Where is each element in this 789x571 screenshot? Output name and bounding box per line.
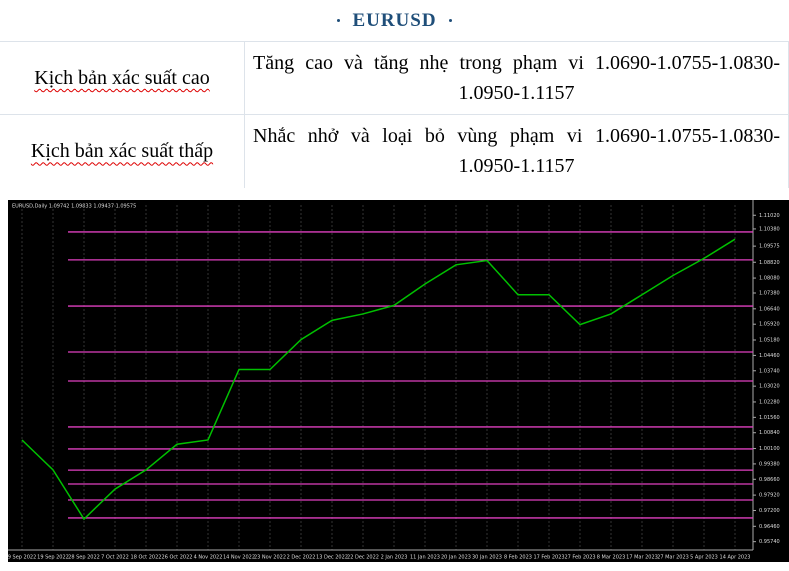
x-tick-label: 8 Feb 2023 (504, 555, 532, 561)
y-tick-label: 1.02280 (759, 399, 780, 405)
y-tick-label: 1.10380 (759, 226, 780, 232)
y-tick-label: 1.03740 (759, 368, 780, 374)
x-tick-label: 9 Sep 2022 (8, 555, 36, 561)
y-tick-label: 0.97920 (759, 493, 780, 499)
y-tick-label: 1.05180 (759, 338, 780, 344)
y-tick-label: 0.98660 (759, 477, 780, 483)
x-tick-label: 5 Apr 2023 (690, 555, 718, 561)
x-tick-label: 8 Mar 2023 (597, 555, 626, 561)
x-tick-label: 26 Oct 2022 (162, 555, 193, 561)
y-tick-label: 1.04460 (759, 353, 780, 359)
cell: Kịch bản xác suất thấp (0, 114, 245, 188)
x-tick-label: 18 Oct 2022 (131, 555, 162, 561)
y-tick-label: 1.03020 (759, 384, 780, 390)
row: Kịch bản xác suất cao Tăng cao và tăng nh… (0, 41, 789, 115)
y-tick-label: 0.99380 (759, 461, 780, 467)
chart: EURUSD,Daily 1.09742 1.09833 1.09437 1.0… (8, 200, 789, 562)
x-tick-label: 14 Apr 2023 (720, 555, 751, 561)
x-tick-label: 19 Sep 2022 (37, 555, 69, 561)
chart-title: EURUSD,Daily 1.09742 1.09833 1.09437 1.0… (12, 204, 136, 210)
cell: Tăng cao và tăng nhẹ trong phạm vi 1.069… (244, 41, 789, 115)
y-tick-label: 1.07380 (759, 291, 780, 297)
y-tick-label: 1.05920 (759, 322, 780, 328)
x-tick-label: 2 Jan 2023 (381, 555, 408, 561)
y-tick-label: 1.08820 (759, 260, 780, 266)
x-tick-label: 17 Mar 2023 (626, 555, 658, 561)
y-tick-label: 1.08080 (759, 276, 780, 282)
dot (448, 19, 452, 22)
y-tick-label: 1.00840 (759, 430, 780, 436)
y-tick-label: 1.01560 (759, 415, 780, 421)
y-tick-label: 1.06640 (759, 306, 780, 312)
y-tick-label: 0.95740 (759, 539, 780, 545)
x-tick-label: 22 Dec 2022 (347, 555, 379, 561)
x-tick-label: 27 Feb 2023 (564, 555, 595, 561)
price-line (21, 238, 736, 521)
title: EURUSD (352, 9, 437, 31)
x-tick-label: 4 Nov 2022 (194, 555, 223, 561)
x-tick-label: 7 Oct 2022 (101, 555, 129, 561)
x-tick-label: 13 Dec 2022 (316, 555, 348, 561)
scenario-table: Kịch bản xác suất cao Tăng cao và tăng nh… (0, 41, 789, 188)
y-tick-label: 1.09575 (759, 244, 780, 250)
x-tick-label: 2 Dec 2022 (287, 555, 316, 561)
x-tick-label: 20 Jan 2023 (441, 555, 471, 561)
y-tick-label: 0.97200 (759, 508, 780, 514)
title-bar: EURUSD (0, 0, 789, 41)
y-tick-label: 1.11020 (759, 213, 780, 219)
row: Kịch bản xác suất thấp Nhắc nhở và loại b… (0, 114, 789, 188)
x-tick-label: 17 Feb 2023 (533, 555, 564, 561)
dot (337, 19, 341, 22)
x-tick-label: 28 Sep 2022 (68, 555, 100, 561)
y-tick-label: 0.96460 (759, 524, 780, 530)
x-tick-label: 11 Jan 2023 (410, 555, 440, 561)
cell: Kịch bản xác suất cao (0, 41, 245, 115)
cell: Nhắc nhở và loại bỏ vùng phạm vi 1.0690-… (244, 114, 789, 188)
x-tick-label: 30 Jan 2023 (472, 555, 502, 561)
x-tick-label: 14 Nov 2022 (223, 555, 255, 561)
x-tick-label: 27 Mar 2023 (657, 555, 689, 561)
x-tick-label: 23 Nov 2022 (254, 555, 286, 561)
y-tick-label: 1.00100 (759, 446, 780, 452)
